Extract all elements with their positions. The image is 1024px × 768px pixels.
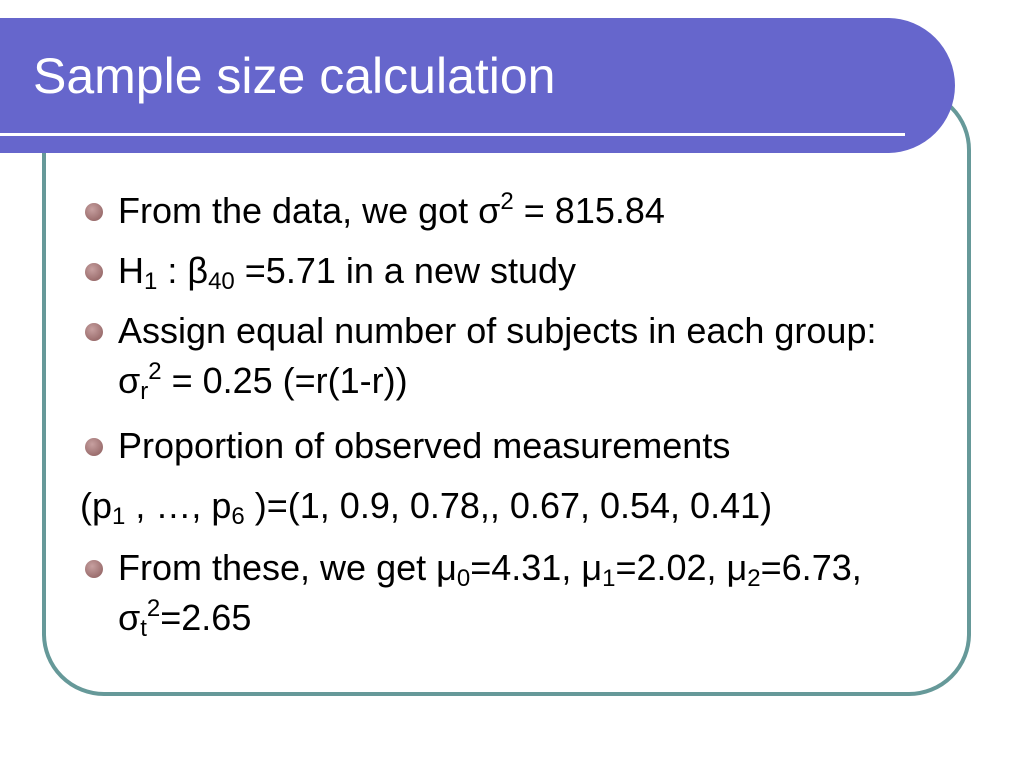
text: Assign equal number of subjects in each …: [118, 310, 887, 401]
subscript: 1: [144, 268, 158, 295]
bullet: [85, 438, 103, 456]
superscript: 2: [500, 188, 514, 215]
bullet: [85, 323, 103, 341]
subscript: 6: [231, 503, 245, 530]
bullet-item: Proportion of observed measurements: [85, 421, 908, 471]
subscript: 1: [112, 503, 126, 530]
text: =2.02, μ: [615, 547, 748, 588]
text: =6.73, σ: [118, 547, 872, 638]
title-bar: [0, 18, 955, 153]
subscript: r: [140, 378, 149, 405]
bullet: [85, 560, 103, 578]
text: = 815.84: [513, 190, 665, 231]
superscript: 2: [148, 358, 162, 385]
text: (p: [80, 485, 113, 526]
text: : β: [157, 250, 209, 291]
bullet-item: H1 : β40 =5.71 in a new study: [85, 246, 908, 296]
bullet-item: From these, we get μ0=4.31, μ1=2.02, μ2=…: [85, 543, 908, 643]
subscript: 2: [747, 565, 761, 592]
subscript: 0: [456, 565, 471, 592]
bullet: [85, 203, 103, 221]
bullet-item: Assign equal number of subjects in each …: [85, 306, 908, 406]
text: =2.65: [160, 597, 252, 638]
text: , …, p: [125, 485, 232, 526]
subscript: 40: [208, 268, 235, 295]
text: =4.31, μ: [470, 547, 603, 588]
bullet-item: From the data, we got σ2 = 815.84: [85, 186, 908, 236]
text-line: (p1 , …, p6 )=(1, 0.9, 0.78,, 0.67, 0.54…: [80, 481, 980, 531]
text: From the data, we got σ: [118, 190, 501, 231]
text: =5.71 in a new study: [234, 250, 577, 291]
text: )=(1, 0.9, 0.78,, 0.67, 0.54, 0.41): [244, 485, 773, 526]
subscript: t: [140, 615, 147, 642]
text: From these, we get μ: [118, 547, 457, 588]
superscript: 2: [146, 595, 161, 622]
text: H: [118, 250, 144, 291]
text: Proportion of observed measurements: [118, 425, 731, 466]
subscript: 1: [602, 565, 616, 592]
title-rule: [0, 133, 905, 136]
bullet: [85, 263, 103, 281]
text: = 0.25 (=r(1-r)): [161, 360, 408, 401]
slide-title: Sample size calculation: [33, 48, 556, 104]
